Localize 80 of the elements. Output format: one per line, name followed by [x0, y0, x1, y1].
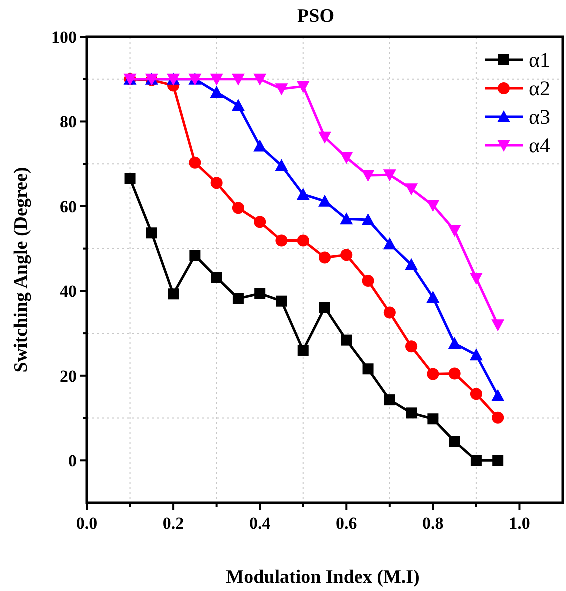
point [254, 140, 267, 152]
point [406, 340, 418, 353]
point [210, 74, 224, 86]
point [190, 250, 201, 262]
point [189, 156, 202, 169]
point [470, 388, 482, 400]
point [426, 291, 440, 304]
legend-label: α3 [529, 105, 551, 129]
point [384, 306, 396, 319]
point [276, 234, 288, 247]
point [232, 99, 245, 112]
x-tick-label: 0.4 [249, 514, 272, 533]
point [254, 216, 266, 228]
point [362, 275, 374, 288]
point [275, 159, 288, 172]
point [470, 272, 483, 285]
point [211, 272, 222, 284]
point [275, 84, 288, 96]
point [318, 194, 332, 207]
point [470, 455, 482, 466]
point [318, 132, 332, 144]
point [383, 238, 396, 250]
legend-label: α1 [529, 48, 551, 72]
chart-title: PSO [298, 6, 334, 27]
point [296, 81, 310, 94]
point [426, 200, 440, 212]
x-tick-label: 1.0 [509, 514, 530, 533]
point [254, 288, 266, 300]
point [383, 170, 396, 182]
point [297, 234, 310, 247]
point [362, 364, 374, 375]
y-axis-title: Switching Angle (Degree) [11, 167, 32, 373]
point [405, 258, 418, 270]
point [427, 368, 440, 380]
point [146, 228, 158, 239]
point [232, 202, 244, 214]
point [340, 212, 354, 225]
point [340, 249, 353, 262]
point [340, 152, 354, 164]
point [232, 74, 245, 86]
y-tick-label: 40 [60, 282, 77, 302]
point [232, 293, 244, 304]
point [362, 214, 375, 226]
y-tick-label: 60 [60, 197, 77, 216]
point [254, 74, 267, 86]
point [298, 344, 309, 356]
point [362, 170, 375, 182]
point [124, 173, 136, 184]
point [448, 225, 462, 238]
x-tick-label: 0.8 [422, 514, 444, 533]
legend-label: α4 [529, 134, 551, 158]
point [492, 455, 504, 466]
point [449, 436, 460, 448]
point [296, 188, 310, 200]
y-tick-label: 0 [68, 452, 77, 471]
point [384, 394, 396, 406]
x-tick-label: 0.6 [336, 514, 358, 533]
point [341, 334, 352, 346]
point [470, 348, 483, 361]
x-tick-label: 0.2 [162, 514, 184, 533]
point [492, 389, 505, 402]
x-tick-label: 0.0 [76, 514, 98, 533]
point [210, 177, 223, 190]
y-tick-label: 20 [60, 366, 77, 386]
point [492, 320, 505, 332]
point [448, 368, 461, 380]
x-axis-title: Modulation Index (M.I) [226, 567, 420, 588]
point [320, 302, 330, 314]
point [492, 412, 504, 424]
point [428, 414, 439, 425]
point [276, 296, 288, 307]
point [448, 337, 462, 350]
point [405, 184, 418, 196]
point [210, 86, 224, 98]
y-tick-label: 100 [52, 28, 77, 47]
point [406, 408, 418, 419]
y-tick-label: 80 [60, 112, 77, 132]
point [319, 252, 331, 264]
legend-label: α2 [529, 76, 551, 100]
point [168, 288, 180, 300]
